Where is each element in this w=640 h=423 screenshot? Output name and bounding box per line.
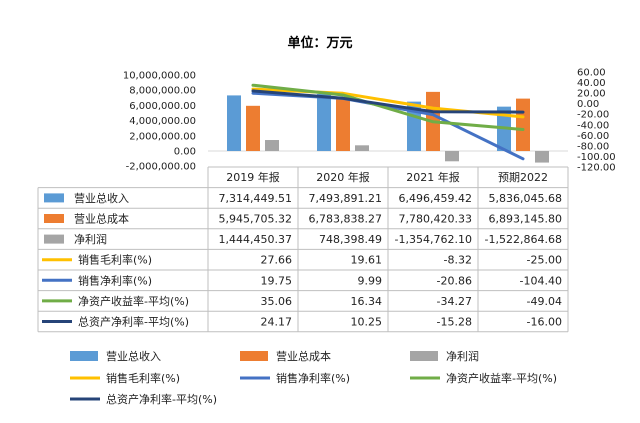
legend-label: 销售净利率(%) xyxy=(276,371,350,385)
data-label: 5,836,045.68 xyxy=(489,192,562,205)
data-label: -34.27 xyxy=(437,295,472,308)
bars xyxy=(227,91,549,163)
legend-label: 营业总收入 xyxy=(106,349,161,363)
data-label: 748,398.49 xyxy=(319,233,382,246)
chart-title: 单位：万元 xyxy=(287,35,352,51)
data-table: 2019 年报 2020 年报 2021 年报 预期2022 营业总收入 7,314,44… xyxy=(37,166,569,333)
y-right-tick-label: -100.00 xyxy=(577,152,616,163)
bar xyxy=(516,98,530,151)
data-label: 16.34 xyxy=(351,295,383,308)
data-label: 7,780,420.33 xyxy=(399,213,472,226)
data-label: 1,444,450.37 xyxy=(219,233,292,246)
legend-label: 营业总成本 xyxy=(276,349,331,363)
table-legend-swatch xyxy=(44,234,64,244)
y-left-tick-label: 0.00 xyxy=(174,147,196,158)
category-label: 2021 年报 xyxy=(406,170,460,184)
legend-swatch xyxy=(410,351,438,361)
y-right-tick-label: 40.00 xyxy=(577,78,606,89)
data-label: 24.17 xyxy=(261,316,293,329)
data-label: 7,314,449.51 xyxy=(219,192,292,205)
bar xyxy=(535,151,549,163)
data-label: 7,493,891.21 xyxy=(309,192,382,205)
category-label: 2020 年报 xyxy=(316,170,370,184)
y-left-tick-label: 4,000,000.00 xyxy=(129,116,196,127)
y-left-tick-label: 6,000,000.00 xyxy=(129,101,196,112)
axes: -2,000,000.00 0.00 2,000,000.00 4,000,000.0… xyxy=(123,68,616,174)
table-row-label: 净利润 xyxy=(74,232,107,246)
y-right-tick-label: -40.00 xyxy=(577,120,609,131)
bar xyxy=(317,94,331,151)
data-label: -49.04 xyxy=(527,295,562,308)
legend-label: 总资产净利率-平均(%) xyxy=(106,392,217,406)
category-label: 2019 年报 xyxy=(226,170,280,184)
table-row-label: 销售净利率(%) xyxy=(78,273,152,287)
table-legend-swatch xyxy=(44,214,64,223)
data-label: 19.61 xyxy=(351,254,383,267)
data-label: -20.86 xyxy=(437,274,472,287)
data-label: 10.25 xyxy=(351,316,383,329)
data-label: -1,354,762.10 xyxy=(395,233,472,246)
category-label: 预期2022 xyxy=(498,171,548,184)
table-row-label: 营业总收入 xyxy=(74,191,129,205)
data-label: 35.06 xyxy=(261,295,293,308)
lines xyxy=(251,83,525,161)
y-right-tick-label: 60.00 xyxy=(577,68,606,79)
y-left-tick-label: 10,000,000.00 xyxy=(123,71,196,82)
data-label: 6,783,838.27 xyxy=(309,213,382,226)
table-row-label: 营业总成本 xyxy=(74,212,129,226)
table-row-label: 净资产收益率-平均(%) xyxy=(78,294,189,308)
legend-swatch xyxy=(240,351,268,361)
legend-label: 净资产收益率-平均(%) xyxy=(446,371,557,385)
data-label: -15.28 xyxy=(437,316,472,329)
bar xyxy=(355,145,369,151)
data-label: 6,496,459.42 xyxy=(399,192,472,205)
y-right-tick-label: -60.00 xyxy=(577,131,609,142)
legend-label: 净利润 xyxy=(446,349,479,363)
data-label: 9.99 xyxy=(358,274,383,287)
series-line xyxy=(251,89,525,114)
legend-swatch xyxy=(70,351,98,361)
data-label: 27.66 xyxy=(261,254,293,267)
y-right-tick-label: 20.00 xyxy=(577,89,606,100)
y-left-tick-label: 8,000,000.00 xyxy=(129,86,196,97)
bar xyxy=(246,105,260,151)
y-right-tick-label: -120.00 xyxy=(577,163,616,174)
legend-label: 销售毛利率(%) xyxy=(106,371,180,385)
bar xyxy=(227,95,241,151)
bar xyxy=(445,151,459,162)
bar xyxy=(265,140,279,151)
data-label: -25.00 xyxy=(527,254,562,267)
y-right-tick-label: 0.00 xyxy=(577,99,599,110)
table-row-label: 总资产净利率-平均(%) xyxy=(78,315,189,329)
data-label: -16.00 xyxy=(527,316,562,329)
data-label: 5,945,705.32 xyxy=(219,213,292,226)
bar xyxy=(336,99,350,151)
y-right-tick-label: -80.00 xyxy=(577,141,609,152)
data-label: -104.40 xyxy=(520,274,562,287)
data-label: -1,522,864.68 xyxy=(485,233,562,246)
series-line xyxy=(251,83,525,131)
table-row-label: 销售毛利率(%) xyxy=(78,253,152,267)
data-label: 6,893,145.80 xyxy=(489,213,562,226)
table-legend-swatch xyxy=(44,193,64,203)
y-left-tick-label: -2,000,000.00 xyxy=(126,162,196,173)
data-label: -8.32 xyxy=(444,254,472,267)
data-label: 19.75 xyxy=(261,274,293,287)
y-right-tick-label: -20.00 xyxy=(577,110,609,121)
y-left-tick-label: 2,000,000.00 xyxy=(129,131,196,142)
